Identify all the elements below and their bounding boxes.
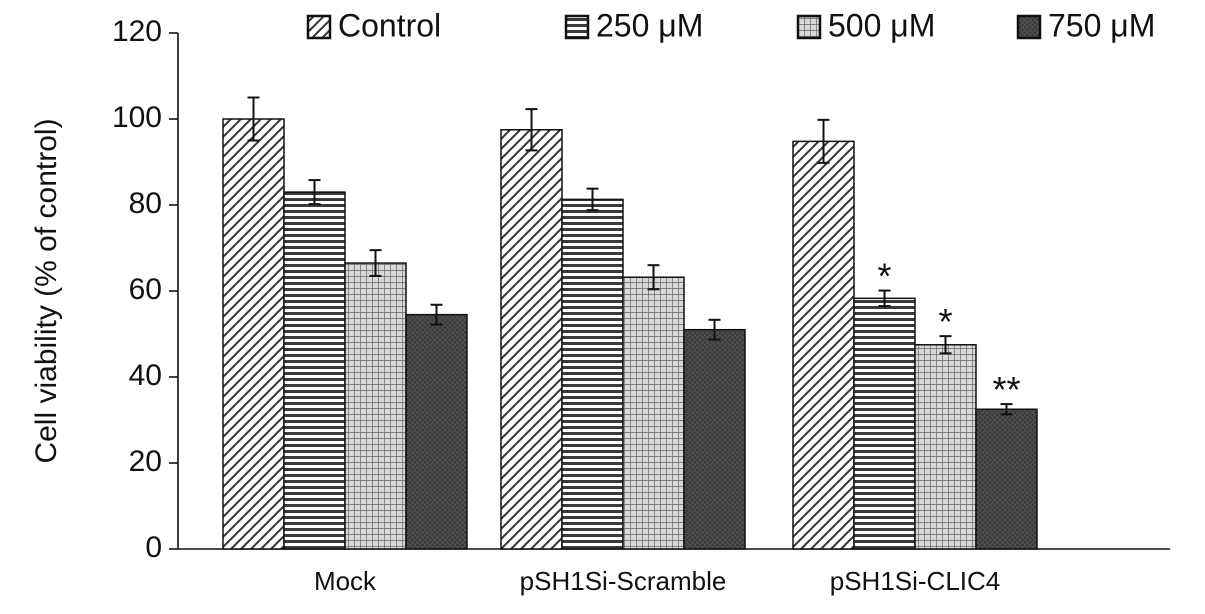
- bar-250-m: [561, 198, 624, 550]
- bar-250-m: [283, 191, 346, 550]
- y-tick-label: 100: [112, 101, 162, 134]
- y-tick-label: 0: [145, 531, 162, 564]
- y-tick-label: 20: [129, 445, 162, 478]
- significance-marker: *: [877, 256, 891, 297]
- legend-swatch: [1016, 14, 1042, 40]
- y-axis-title: Cell viability (% of control): [30, 118, 63, 463]
- bar-750-m: [683, 328, 746, 550]
- y-tick-label: 40: [129, 359, 162, 392]
- y-tick-label: 120: [112, 15, 162, 48]
- legend-label: 750 μM: [1048, 7, 1155, 43]
- significance-marker: **: [992, 369, 1020, 410]
- bar-groups: ****: [222, 96, 1038, 550]
- category-label: pSH1Si-CLIC4: [830, 566, 1001, 596]
- legend-swatch: [564, 14, 590, 40]
- bar-control: [792, 140, 855, 550]
- bar-500-m: [622, 276, 685, 550]
- legend: Control 250 μM 500 μM 750 μM: [306, 7, 1155, 43]
- category-label: pSH1Si-Scramble: [520, 566, 727, 596]
- y-axis-ticks: 0 20 40 60 80 100 120: [112, 15, 178, 564]
- bar-500-m: [344, 262, 407, 550]
- category-labels: Mock pSH1Si-Scramble pSH1Si-CLIC4: [314, 566, 1000, 596]
- legend-label: 250 μM: [596, 7, 703, 43]
- legend-swatch: [306, 14, 332, 40]
- y-tick-label: 80: [129, 187, 162, 220]
- significance-marker: *: [938, 301, 952, 342]
- bar-250-m: [853, 297, 916, 550]
- category-label: Mock: [314, 566, 377, 596]
- bar-750-m: [975, 408, 1038, 550]
- legend-label: 500 μM: [828, 7, 935, 43]
- bar-500-m: [914, 344, 977, 550]
- legend-swatch: [796, 14, 822, 40]
- bar-control: [500, 129, 563, 550]
- bar-750-m: [405, 313, 468, 550]
- y-tick-label: 60: [129, 273, 162, 306]
- bar-control: [222, 118, 285, 550]
- legend-label: Control: [338, 7, 441, 43]
